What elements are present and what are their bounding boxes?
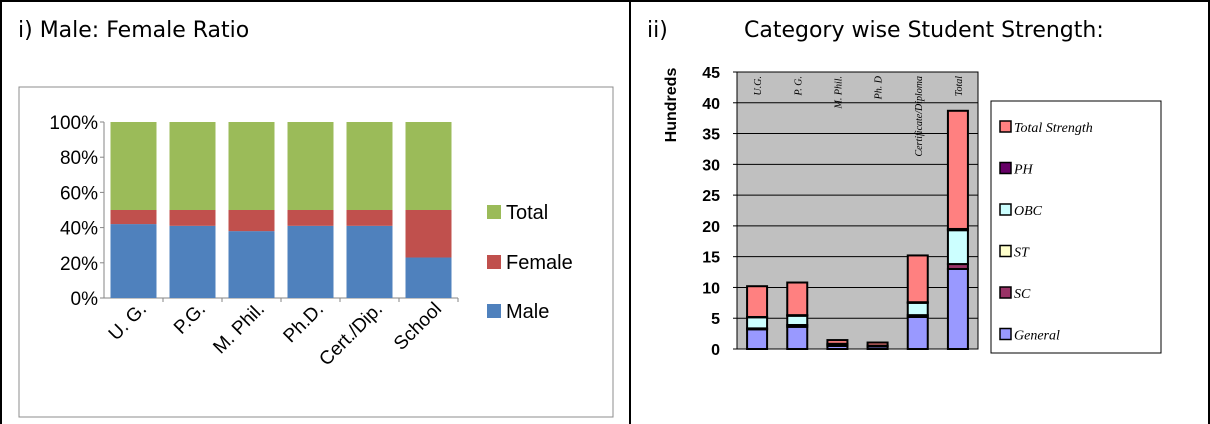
chart2-legend-label-sc: SC xyxy=(1014,287,1031,302)
chart2-category-label: P. G. xyxy=(793,76,804,97)
chart2-bar-total-strength xyxy=(946,109,969,230)
chart2-bar-general xyxy=(746,328,769,350)
chart1-y-tick-label: 0% xyxy=(71,289,99,310)
chart2-number: ii) xyxy=(647,18,668,43)
chart1-bar-male xyxy=(287,225,334,298)
chart1-y-tick-label: 20% xyxy=(60,254,98,275)
chart2-legend-label-obc: OBC xyxy=(1014,204,1043,219)
chart2-y-tick-label: 25 xyxy=(702,188,720,205)
chart2-legend-swatch-obc xyxy=(999,203,1012,216)
chart2-y-tick-label: 45 xyxy=(702,65,720,82)
chart2-category-label: Total xyxy=(954,76,965,96)
chart2-bar-general xyxy=(946,267,969,351)
chart1-bar-total xyxy=(228,122,275,210)
chart1-legend-swatch-female xyxy=(487,255,501,269)
chart2-bar-obc xyxy=(906,301,929,317)
chart1-y-tick-label: 40% xyxy=(60,219,98,240)
chart1-bar-male xyxy=(228,231,275,298)
chart2-legend-swatch-st xyxy=(999,244,1012,258)
panel-divider xyxy=(629,0,631,424)
chart2-legend-label-ph: PH xyxy=(1013,163,1034,178)
chart2-legend-label-st: ST xyxy=(1014,246,1030,261)
chart2-bar-total-strength xyxy=(866,341,889,347)
chart1-bar-female xyxy=(346,210,393,226)
chart1-legend-label-female: Female xyxy=(506,252,573,274)
chart1-bar-total xyxy=(110,122,157,210)
chart1-bar-male xyxy=(405,257,452,298)
chart1-bar-total xyxy=(346,122,393,210)
chart2-category-label: U.G. xyxy=(753,76,764,95)
chart1-legend-label-total: Total xyxy=(506,202,548,224)
chart1-bar-female xyxy=(287,210,334,226)
chart2-legend-swatch-sc xyxy=(999,286,1012,299)
chart2-bar-total-strength xyxy=(906,254,929,304)
chart2-legend-swatch-total-strength xyxy=(999,120,1012,133)
chart2-y-tick-label: 10 xyxy=(702,280,720,297)
chart2-plot-area xyxy=(736,71,979,350)
chart1-bar-total xyxy=(287,122,334,210)
chart2-bar-obc xyxy=(946,229,969,266)
chart1-title: i) Male: Female Ratio xyxy=(18,18,250,43)
chart2-bar-general xyxy=(906,315,929,351)
chart1-bar-female xyxy=(228,210,275,232)
chart2-legend-swatch-ph xyxy=(999,161,1012,175)
chart2-legend-box xyxy=(990,100,1162,354)
chart2-y-tick-label: 20 xyxy=(702,219,720,236)
chart1-bar-male xyxy=(110,224,157,298)
chart2-y-axis-label: Hundreds xyxy=(663,68,680,143)
chart2-y-tick-label: 40 xyxy=(702,96,720,113)
chart1-y-tick-label: 80% xyxy=(60,148,98,169)
chart1-y-tick-label: 60% xyxy=(60,183,98,204)
chart1-bar-female xyxy=(169,210,216,226)
chart2-y-tick-label: 0 xyxy=(711,342,720,359)
chart2-y-tick-label: 35 xyxy=(702,127,720,144)
chart2-bar-general xyxy=(786,325,809,350)
chart1-bar-female xyxy=(405,210,452,258)
chart2-title: Category wise Student Strength: xyxy=(744,18,1104,43)
chart1-legend-label-male: Male xyxy=(506,301,549,323)
chart2-bar-total-strength xyxy=(746,285,769,318)
chart1-bar-male xyxy=(169,225,216,298)
chart1-y-tick-label: 100% xyxy=(49,113,98,134)
chart2-legend-label-general: General xyxy=(1014,329,1060,344)
chart2-bar-total-strength xyxy=(786,281,809,317)
chart1-bar-total xyxy=(169,122,216,210)
chart2-bar-obc xyxy=(786,314,809,326)
chart2-y-tick-label: 30 xyxy=(702,157,720,174)
chart2-y-tick-label: 15 xyxy=(702,250,720,267)
chart2-legend-label-total-strength: Total Strength xyxy=(1014,121,1093,136)
chart1-bar-total xyxy=(405,122,452,210)
chart2-bar-obc xyxy=(746,316,769,330)
chart2-category-label: Ph. D xyxy=(874,75,885,100)
chart1-legend-swatch-male xyxy=(487,304,501,318)
chart2-category-label: M. Phil. xyxy=(833,76,844,110)
chart1-bar-male xyxy=(346,225,393,298)
chart2-legend-swatch-general xyxy=(999,327,1012,341)
chart1-legend-swatch-total xyxy=(487,205,501,219)
chart2-category-label: Certificate/Diploma xyxy=(914,76,925,157)
chart2-bar-total-strength xyxy=(826,339,849,345)
chart1-bar-female xyxy=(110,210,157,225)
chart2-y-tick-label: 5 xyxy=(711,311,720,328)
